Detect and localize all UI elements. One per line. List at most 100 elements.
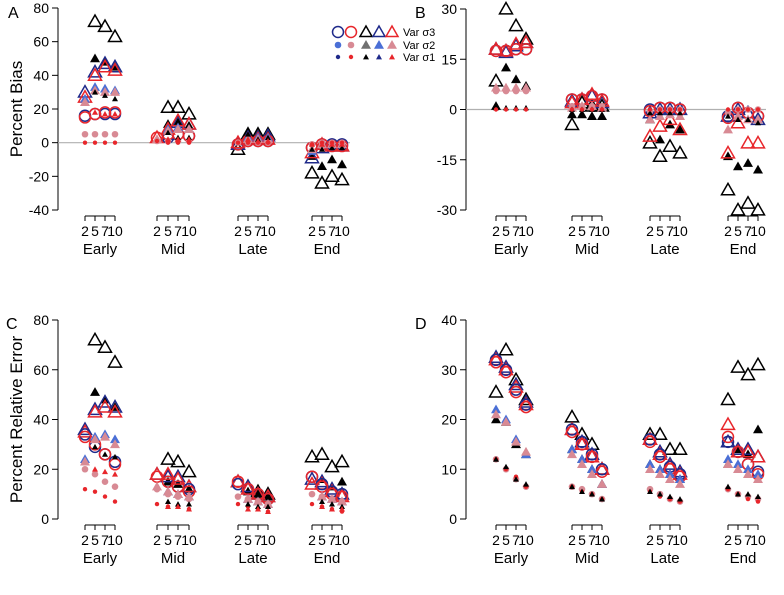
data-point <box>745 496 751 502</box>
data-point <box>304 476 320 490</box>
x-tick-label: 7 <box>744 532 752 548</box>
series <box>80 82 347 155</box>
data-point <box>235 140 241 145</box>
group-label: Mid <box>161 241 185 258</box>
data-point <box>107 58 123 73</box>
y-tick-label: 20 <box>441 412 457 428</box>
data-point <box>78 430 92 444</box>
data-point <box>100 431 110 441</box>
x-tick-label: 10 <box>672 223 688 239</box>
x-tick-label: 5 <box>164 223 172 239</box>
x-tick-label: 5 <box>502 223 510 239</box>
x-tick-label: 10 <box>594 223 610 239</box>
data-point <box>655 469 665 478</box>
y-tick-label: 30 <box>441 1 457 17</box>
data-point <box>160 468 176 483</box>
x-tick-label: 2 <box>724 223 732 239</box>
panel-letter: A <box>8 5 19 22</box>
data-point <box>97 339 113 353</box>
data-point <box>677 109 683 116</box>
legend-marker <box>347 41 355 49</box>
group-label: Early <box>494 550 529 567</box>
data-point <box>488 349 504 363</box>
data-point <box>491 414 501 424</box>
data-point <box>185 495 193 503</box>
data-point <box>91 470 99 478</box>
panel-letter: C <box>6 316 18 333</box>
data-point <box>662 138 678 152</box>
data-point <box>314 473 330 488</box>
data-point <box>102 494 108 499</box>
data-point <box>184 484 194 493</box>
data-point <box>107 62 123 76</box>
data-point <box>740 441 756 455</box>
series <box>489 356 765 483</box>
series <box>92 109 345 147</box>
data-point <box>112 111 118 117</box>
data-point <box>245 501 251 507</box>
x-tick-label: 7 <box>254 223 262 239</box>
series <box>491 414 763 488</box>
x-tick-label: 2 <box>81 532 89 548</box>
data-point <box>81 130 89 138</box>
data-point <box>305 470 319 483</box>
data-point <box>665 474 675 483</box>
legend-marker <box>344 25 358 39</box>
data-point <box>750 356 766 371</box>
series <box>491 82 763 134</box>
data-point <box>723 459 733 469</box>
data-point <box>645 464 655 473</box>
data-point <box>565 425 579 439</box>
data-point <box>317 161 327 170</box>
x-tick-label: 5 <box>734 223 742 239</box>
x-tick-label: 10 <box>107 532 123 548</box>
data-point <box>112 140 118 145</box>
data-point <box>745 491 751 497</box>
group-label: End <box>314 241 341 258</box>
x-tick-label: 5 <box>502 532 510 548</box>
data-point <box>502 87 510 95</box>
data-point <box>90 53 100 63</box>
data-point <box>498 0 514 15</box>
data-point <box>154 501 160 507</box>
data-point <box>731 445 745 459</box>
legend-marker <box>331 25 345 39</box>
data-point <box>753 114 763 124</box>
data-point <box>657 107 663 112</box>
data-point <box>491 404 501 414</box>
x-tick-label: 2 <box>724 532 732 548</box>
legend-marker <box>387 40 397 49</box>
x-tick-label: 5 <box>164 532 172 548</box>
x-tick-label: 10 <box>518 532 534 548</box>
data-point <box>725 107 731 112</box>
legend-marker <box>335 54 341 60</box>
data-point <box>493 107 499 112</box>
data-point <box>743 469 753 478</box>
data-point <box>513 107 519 112</box>
series <box>92 466 345 514</box>
data-point <box>324 168 340 182</box>
data-point <box>101 478 109 485</box>
legend-marker <box>361 40 371 49</box>
y-axis-label: Percent Bias <box>7 61 26 157</box>
data-point <box>745 107 751 112</box>
data-point <box>234 493 242 500</box>
series <box>80 429 347 508</box>
data-point <box>578 102 586 110</box>
legend-label: Var σ2 <box>403 40 435 52</box>
x-tick-label: 7 <box>512 223 520 239</box>
data-point <box>642 134 658 149</box>
data-point <box>518 31 534 45</box>
data-point <box>518 394 534 408</box>
data-point <box>564 116 580 131</box>
data-point <box>245 136 251 142</box>
data-point <box>488 41 504 55</box>
x-tick-label: 7 <box>174 532 182 548</box>
legend-marker <box>358 24 374 38</box>
data-point <box>509 42 523 56</box>
data-point <box>733 111 743 120</box>
data-point <box>92 466 98 472</box>
data-point <box>755 107 761 112</box>
